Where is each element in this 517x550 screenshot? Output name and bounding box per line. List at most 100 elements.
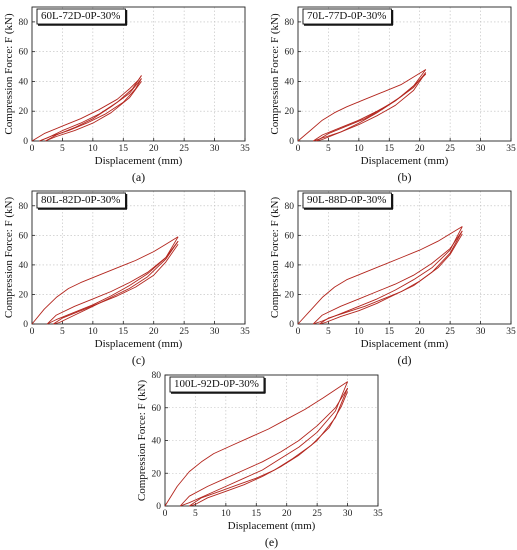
- x-tick-label: 0: [30, 327, 35, 337]
- hysteresis-curve-1: [31, 75, 142, 142]
- hysteresis-curve-3: [312, 230, 463, 325]
- panel-caption: (b): [398, 170, 412, 184]
- specimen-label-box: [302, 8, 392, 25]
- hysteresis-curve-1: [164, 381, 348, 507]
- chart-panel: 0 5 10 15 20 25 30 35 0 20 40 60 80 90L-88D-0P-30% Dis…: [269, 190, 516, 367]
- hysteresis-curve-2: [47, 236, 179, 325]
- x-tick-label: 15: [252, 509, 262, 519]
- x-tick-label: 0: [296, 144, 301, 154]
- specimen-label: 70L-77D-0P-30%: [307, 10, 386, 22]
- hysteresis-curve-5: [45, 81, 142, 142]
- y-tick-label: 60: [19, 48, 29, 58]
- y-tick-label: 40: [152, 437, 162, 447]
- y-tick-label: 60: [285, 231, 295, 241]
- x-tick-label: 35: [373, 509, 383, 519]
- hysteresis-curve-4: [189, 387, 349, 507]
- x-tick-label: 20: [415, 327, 425, 337]
- x-tick-label: 25: [179, 144, 189, 154]
- x-tick-label: 5: [326, 144, 331, 154]
- x-tick-label: 5: [326, 327, 331, 337]
- x-tick-label: 15: [385, 144, 395, 154]
- x-tick-label: 15: [119, 327, 129, 337]
- x-axis-label: Displacement (mm): [95, 338, 183, 350]
- x-tick-label: 25: [445, 144, 455, 154]
- chart-panel: 0 5 10 15 20 25 30 35 0 20 40 60 80 70L-77D-0P-30% Dis…: [269, 6, 516, 184]
- y-tick-label: 20: [19, 107, 29, 117]
- x-tick-label: 35: [240, 327, 250, 337]
- y-tick-label: 20: [19, 290, 29, 300]
- hysteresis-curve-2: [39, 75, 142, 142]
- x-tick-label: 5: [60, 144, 65, 154]
- x-tick-label: 20: [149, 144, 159, 154]
- specimen-label-box: [36, 8, 126, 25]
- hysteresis-curve-3: [312, 72, 427, 142]
- x-tick-label: 25: [312, 509, 322, 519]
- y-axis-label: Compression Force: F (kN): [269, 197, 281, 319]
- y-tick-label: 40: [285, 77, 295, 87]
- hysteresis-curve-2: [180, 381, 349, 507]
- hysteresis-curve-5: [319, 233, 463, 325]
- x-axis-label: Displacement (mm): [361, 155, 449, 167]
- hysteresis-curve-4: [319, 230, 463, 325]
- y-tick-label: 0: [156, 502, 161, 512]
- y-tick-label: 0: [289, 320, 294, 330]
- specimen-label-box: [36, 192, 126, 209]
- x-tick-label: 10: [354, 327, 364, 337]
- specimen-label: 60L-72D-0P-30%: [41, 10, 120, 22]
- plot-frame: [297, 6, 512, 142]
- chart-panel: 0 5 10 15 20 25 30 35 0 20 40 60 80 100L-92D-0P-30% Di…: [136, 371, 383, 549]
- y-tick-label: 20: [285, 290, 295, 300]
- hysteresis-curve-4: [316, 72, 427, 142]
- y-tick-label: 40: [19, 261, 29, 271]
- hysteresis-curve-1: [297, 226, 463, 325]
- plot-frame: [31, 6, 246, 142]
- x-tick-label: 20: [282, 509, 292, 519]
- x-tick-label: 25: [179, 327, 189, 337]
- y-axis-label: Compression Force: F (kN): [136, 380, 148, 502]
- hysteresis-curve-4: [45, 78, 142, 142]
- y-tick-label: 80: [285, 18, 295, 28]
- chart-panel: 0 5 10 15 20 25 30 35 0 20 40 60 80 60L-72D-0P-30% Dis…: [3, 6, 250, 184]
- x-tick-label: 15: [119, 144, 129, 154]
- plot-frame: [297, 190, 512, 325]
- y-tick-label: 40: [19, 77, 29, 87]
- hysteresis-curve-3: [179, 387, 348, 507]
- hysteresis-curve-4: [53, 240, 179, 325]
- y-tick-label: 20: [152, 469, 162, 479]
- panel-caption: (d): [398, 353, 412, 367]
- x-tick-label: 10: [221, 509, 231, 519]
- hysteresis-curve-3: [46, 240, 179, 325]
- x-tick-label: 10: [88, 144, 98, 154]
- panel-caption: (a): [132, 170, 145, 184]
- x-tick-label: 20: [149, 327, 159, 337]
- x-tick-label: 30: [210, 327, 220, 337]
- y-tick-label: 60: [285, 48, 295, 58]
- y-tick-label: 60: [19, 231, 29, 241]
- x-tick-label: 0: [163, 509, 168, 519]
- x-tick-label: 25: [445, 327, 455, 337]
- x-tick-label: 5: [60, 327, 65, 337]
- panel-caption: (c): [132, 353, 145, 367]
- panel-caption: (e): [265, 535, 278, 549]
- x-tick-label: 0: [296, 327, 301, 337]
- specimen-label-box: [302, 192, 392, 209]
- x-tick-label: 30: [343, 509, 353, 519]
- specimen-label: 100L-92D-0P-30%: [174, 378, 259, 390]
- chart-panel: 0 5 10 15 20 25 30 35 0 20 40 60 80 80L-82D-0P-30% Dis…: [3, 190, 250, 367]
- y-tick-label: 20: [285, 107, 295, 117]
- hysteresis-curve-1: [297, 69, 427, 142]
- y-tick-label: 0: [23, 137, 28, 147]
- y-tick-label: 40: [285, 261, 295, 271]
- x-axis-label: Displacement (mm): [361, 338, 449, 350]
- specimen-label: 80L-82D-0P-30%: [41, 194, 120, 206]
- plot-frame: [31, 190, 246, 325]
- specimen-label-box: [169, 376, 265, 393]
- specimen-label: 90L-88D-0P-30%: [307, 194, 386, 206]
- y-tick-label: 80: [19, 202, 29, 212]
- x-tick-label: 5: [193, 509, 198, 519]
- y-axis-label: Compression Force: F (kN): [269, 13, 281, 135]
- x-tick-label: 30: [476, 327, 486, 337]
- x-tick-label: 35: [506, 144, 516, 154]
- x-tick-label: 35: [240, 144, 250, 154]
